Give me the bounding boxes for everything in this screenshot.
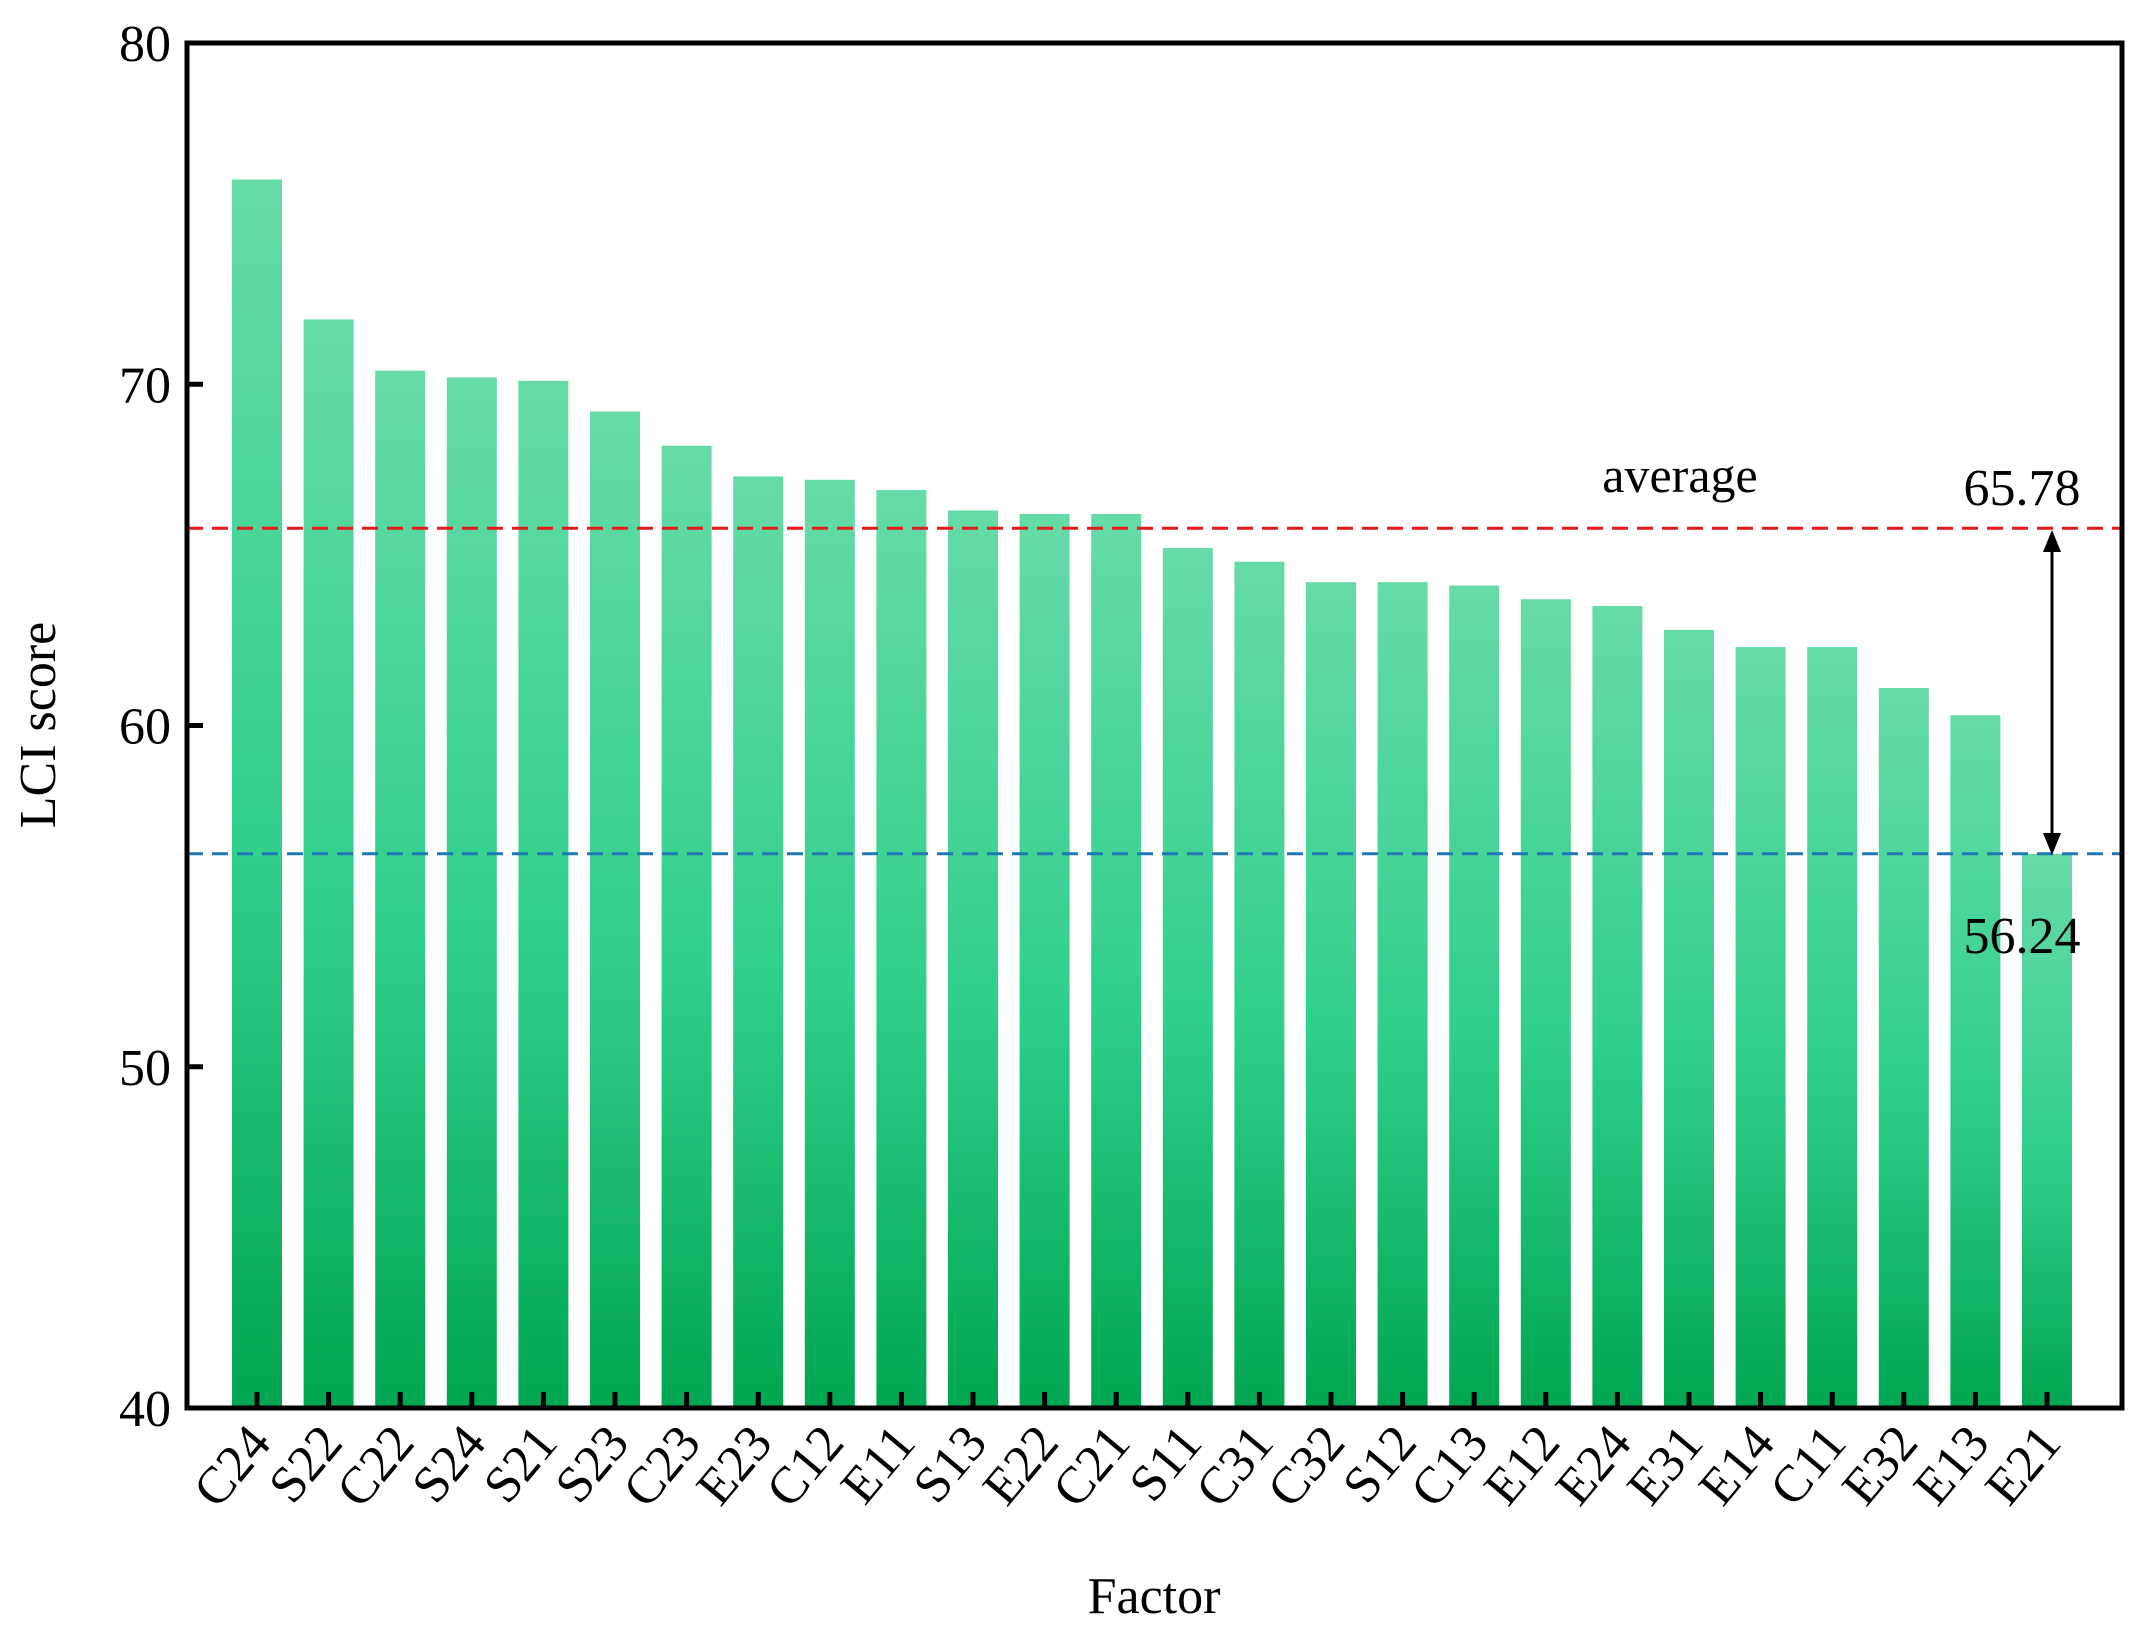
x-axis-label: Factor (1088, 1568, 1221, 1625)
difference-arrow (2043, 530, 2061, 855)
bar-C21 (1091, 513, 1142, 1408)
bar-S21 (518, 380, 569, 1408)
bar-S13 (948, 510, 998, 1408)
x-tick-label: E21 (1975, 1415, 2073, 1516)
bar-E31 (1664, 629, 1714, 1408)
y-tick-label: 70 (119, 357, 171, 414)
bar-E32 (1878, 687, 1929, 1408)
bar-E14 (1735, 647, 1786, 1408)
bar-E21 (2022, 853, 2072, 1408)
bar-C23 (661, 445, 712, 1408)
bar-E23 (733, 476, 784, 1408)
bars-group (232, 179, 2072, 1409)
bar-E22 (1019, 513, 1070, 1408)
bar-E24 (1592, 606, 1643, 1408)
bar-S24 (446, 377, 497, 1408)
bar-S22 (303, 319, 354, 1409)
plot-frame (184, 40, 2125, 1411)
bar-C24 (232, 179, 282, 1408)
y-tick-label: 50 (119, 1040, 171, 1097)
bar-C11 (1807, 647, 1858, 1408)
y-tick-label: 40 (119, 1381, 171, 1438)
bar-C12 (804, 479, 855, 1408)
bar-E12 (1520, 599, 1571, 1408)
bar-C32 (1306, 582, 1356, 1408)
bar-C13 (1449, 585, 1500, 1408)
reference-lines-group (187, 526, 2122, 856)
y-tick-label: 60 (119, 699, 171, 756)
bar-C31 (1234, 561, 1285, 1408)
bar-E13 (1950, 715, 2001, 1408)
average-caption: average (1602, 447, 1757, 503)
bar-C22 (375, 370, 426, 1409)
bar-S12 (1377, 582, 1428, 1408)
bar-S11 (1162, 548, 1213, 1408)
y-axis-label: LCI score (10, 622, 67, 828)
y-tick-label: 80 (119, 16, 171, 73)
bar-S23 (590, 411, 640, 1408)
min-value-label: 56.24 (1964, 908, 2081, 965)
average-value-label: 65.78 (1964, 460, 2081, 517)
x-tick-label: S11 (1119, 1415, 1213, 1512)
bar-E11 (876, 490, 927, 1409)
